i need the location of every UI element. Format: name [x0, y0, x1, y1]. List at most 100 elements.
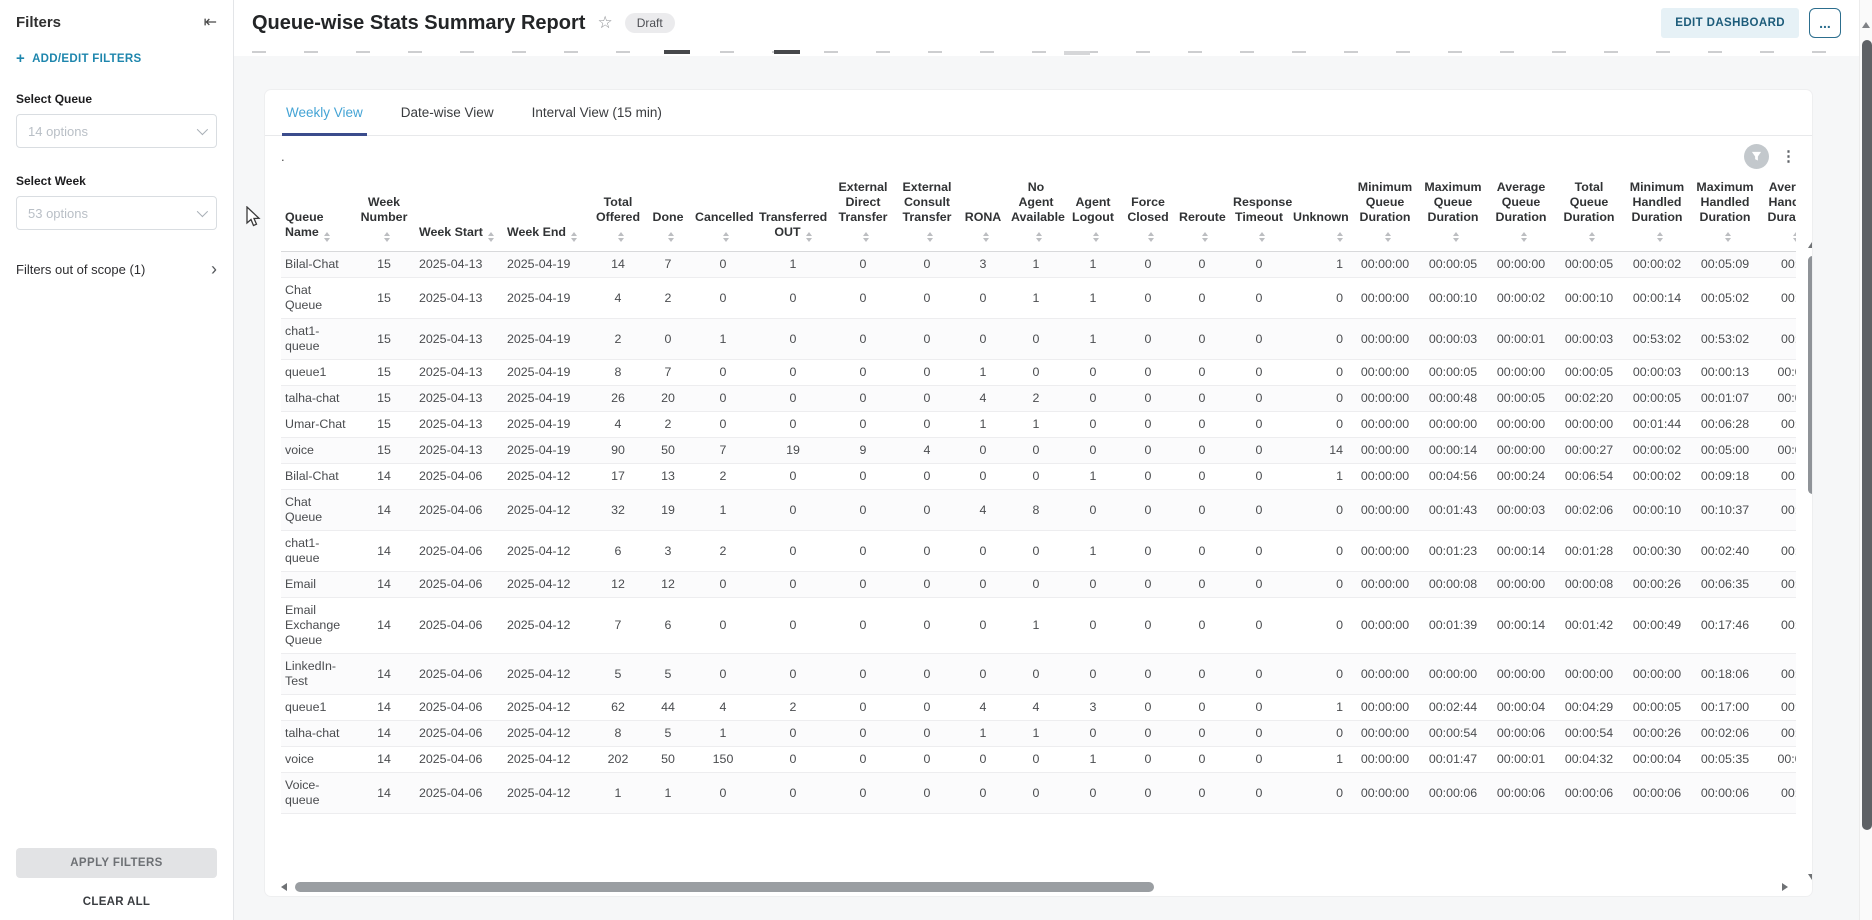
column-label: External Consult Transfer	[902, 180, 952, 224]
column-header-reroute[interactable]: Reroute	[1175, 176, 1229, 252]
column-header-rona[interactable]: RONA	[959, 176, 1007, 252]
cell-total-offered: 6	[591, 530, 645, 572]
sort-icon[interactable]	[1147, 232, 1154, 242]
sort-icon[interactable]	[1588, 232, 1595, 242]
column-header-force-closed[interactable]: Force Closed	[1121, 176, 1175, 252]
page-scroll-up-icon[interactable]	[1862, 22, 1870, 28]
cell-done: 0	[645, 318, 691, 360]
table-filter-icon[interactable]	[1744, 143, 1769, 169]
sort-icon[interactable]	[1035, 232, 1042, 242]
kebab-menu-icon[interactable]: ⋮	[1781, 147, 1796, 165]
tab-weekly-view[interactable]: Weekly View	[282, 90, 367, 136]
chevron-right-icon: ›	[211, 259, 217, 279]
sort-icon[interactable]	[1724, 232, 1731, 242]
apply-filters-button[interactable]: APPLY FILTERS	[16, 848, 217, 878]
select-queue-dropdown[interactable]: 14 options	[16, 114, 217, 148]
page-scrollbar[interactable]	[1859, 0, 1872, 920]
horizontal-scroll-thumb[interactable]	[295, 882, 1154, 892]
cell-agent-logout: 0	[1065, 437, 1121, 464]
sort-icon[interactable]	[1656, 232, 1663, 242]
sort-icon[interactable]	[1337, 232, 1343, 242]
column-header-average-queue-duration[interactable]: Average Queue Duration	[1487, 176, 1555, 252]
sort-icon[interactable]	[722, 232, 729, 242]
queue-stats-table: Queue Name Week Number Week Start Week End T…	[281, 176, 1796, 814]
column-header-no-agent-available[interactable]: No Agent Available	[1007, 176, 1065, 252]
filters-out-of-scope[interactable]: Filters out of scope (1) ›	[16, 260, 217, 278]
column-header-maximum-queue-duration[interactable]: Maximum Queue Duration	[1419, 176, 1487, 252]
table-row: talha-chat 14 2025-04-06 2025-04-12 8 5 1 0 0 0 1 1…	[281, 720, 1796, 747]
cell-reroute: 0	[1175, 489, 1229, 531]
table-horizontal-scrollbar[interactable]	[281, 881, 1788, 894]
table-vertical-scrollbar[interactable]	[1806, 242, 1812, 880]
cell-agent-logout: 0	[1065, 385, 1121, 412]
sort-icon[interactable]	[862, 232, 869, 242]
column-header-maximum-handled-duration[interactable]: Maximum Handled Duration	[1691, 176, 1759, 252]
cell-average-queue-duration: 00:00:00	[1487, 411, 1555, 438]
tab-interval-view[interactable]: Interval View (15 min)	[531, 105, 662, 120]
column-header-done[interactable]: Done	[645, 176, 691, 252]
tab-date-wise-view[interactable]: Date-wise View	[400, 105, 494, 120]
sort-icon[interactable]	[617, 232, 624, 242]
cell-external-direct-transfer: 0	[831, 597, 895, 654]
cell-response-timeout: 0	[1229, 694, 1289, 721]
sort-icon[interactable]	[1792, 232, 1796, 242]
filters-title: Filters	[16, 14, 62, 31]
cell-response-timeout: 0	[1229, 437, 1289, 464]
cell-week-start: 2025-04-06	[415, 530, 503, 572]
sort-icon[interactable]	[805, 232, 812, 242]
scroll-left-icon[interactable]	[281, 883, 287, 891]
edit-dashboard-button[interactable]: EDIT DASHBOARD	[1661, 8, 1799, 38]
sort-icon[interactable]	[667, 232, 674, 242]
cell-week-number: 14	[353, 694, 415, 721]
column-header-unknown[interactable]: Unknown	[1289, 176, 1351, 252]
sort-icon[interactable]	[982, 232, 989, 242]
column-header-external-direct-transfer[interactable]: External Direct Transfer	[831, 176, 895, 252]
column-header-total-queue-duration[interactable]: Total Queue Duration	[1555, 176, 1623, 252]
column-header-average-handled-duration[interactable]: Average Handled Duration	[1759, 176, 1796, 252]
clear-all-button[interactable]: CLEAR ALL	[82, 896, 151, 908]
cell-total-offered: 7	[591, 597, 645, 654]
cell-average-handled-duration: 00:00	[1759, 437, 1796, 464]
select-week-dropdown[interactable]: 53 options	[16, 196, 217, 230]
column-header-external-consult-transfer[interactable]: External Consult Transfer	[895, 176, 959, 252]
column-header-transferred-out[interactable]: Transferred OUT	[755, 176, 831, 252]
sort-icon[interactable]	[926, 232, 933, 242]
cell-unknown: 1	[1289, 694, 1351, 721]
star-icon[interactable]: ☆	[597, 13, 613, 32]
cell-reroute: 0	[1175, 318, 1229, 360]
scroll-right-icon[interactable]	[1782, 883, 1788, 891]
column-header-week-number[interactable]: Week Number	[353, 176, 415, 252]
scroll-up-icon[interactable]	[1808, 242, 1812, 248]
column-header-week-start[interactable]: Week Start	[415, 176, 503, 252]
vertical-scroll-thumb[interactable]	[1807, 256, 1812, 494]
sort-icon[interactable]	[383, 232, 390, 242]
add-edit-filters-button[interactable]: + ADD/EDIT FILTERS	[16, 51, 217, 66]
column-header-minimum-handled-duration[interactable]: Minimum Handled Duration	[1623, 176, 1691, 252]
cell-minimum-handled-duration: 00:00:49	[1623, 597, 1691, 654]
column-header-cancelled[interactable]: Cancelled	[691, 176, 755, 252]
sort-icon[interactable]	[1452, 232, 1459, 242]
column-header-agent-logout[interactable]: Agent Logout	[1065, 176, 1121, 252]
sort-icon[interactable]	[1258, 232, 1265, 242]
cell-average-handled-duration: 00:0	[1759, 530, 1796, 572]
column-header-total-offered[interactable]: Total Offered	[591, 176, 645, 252]
cell-total-offered: 14	[591, 251, 645, 278]
sort-icon[interactable]	[1384, 232, 1391, 242]
more-options-button[interactable]: ...	[1809, 8, 1841, 38]
column-label: Response Timeout	[1233, 195, 1293, 224]
column-header-minimum-queue-duration[interactable]: Minimum Queue Duration	[1351, 176, 1419, 252]
sort-icon[interactable]	[487, 232, 494, 242]
scroll-down-icon[interactable]	[1808, 874, 1812, 880]
sort-icon[interactable]	[323, 232, 330, 242]
sort-icon[interactable]	[571, 232, 577, 242]
sort-icon[interactable]	[1092, 232, 1099, 242]
sort-icon[interactable]	[1201, 232, 1208, 242]
page-scroll-thumb[interactable]	[1861, 40, 1872, 830]
collapse-sidebar-icon[interactable]: ⇤	[203, 13, 217, 31]
sort-icon[interactable]	[1520, 232, 1527, 242]
column-header-response-timeout[interactable]: Response Timeout	[1229, 176, 1293, 252]
column-header-week-end[interactable]: Week End	[503, 176, 591, 252]
cell-minimum-handled-duration: 00:00:03	[1623, 359, 1691, 386]
column-header-queue-name[interactable]: Queue Name	[281, 176, 353, 252]
clipped-content-strip	[234, 46, 1859, 56]
